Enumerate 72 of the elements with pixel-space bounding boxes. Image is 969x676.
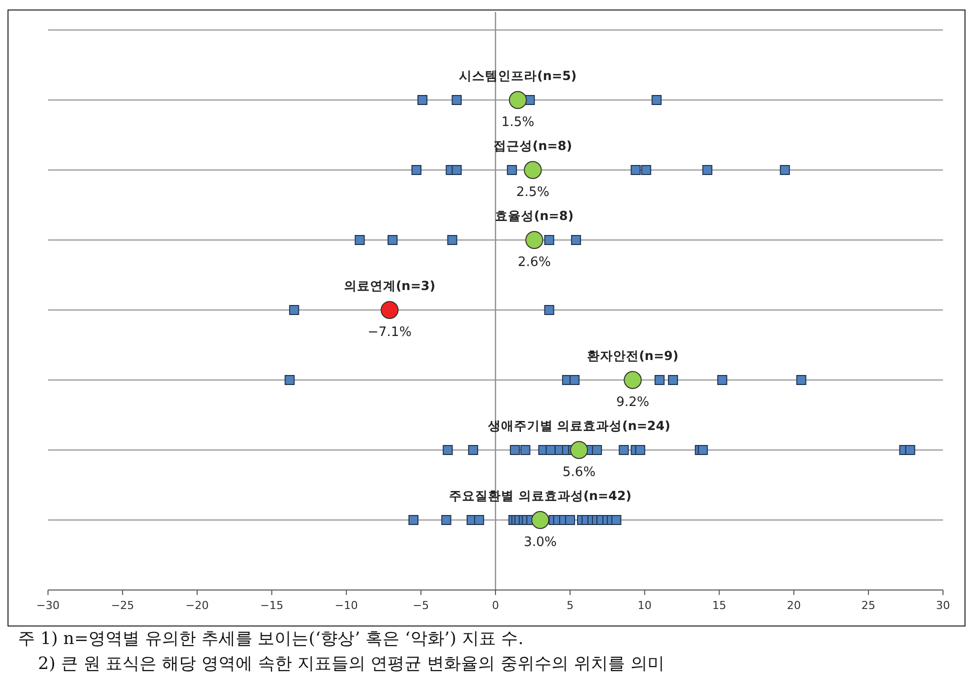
- point: [570, 441, 588, 459]
- x-tick-label: −10: [334, 599, 358, 612]
- point: [506, 165, 517, 175]
- point: [388, 235, 398, 245]
- point: [624, 371, 642, 389]
- x-tick-label: 20: [786, 599, 801, 612]
- point: [417, 95, 428, 105]
- point: [474, 515, 484, 525]
- data-label: 3.0%: [524, 535, 557, 550]
- point: [702, 165, 712, 175]
- point: [796, 375, 806, 385]
- point: [652, 95, 662, 105]
- point: [284, 375, 295, 385]
- point: [408, 515, 418, 525]
- data-label: 5.6%: [562, 465, 596, 480]
- x-tick-label: −15: [260, 599, 284, 612]
- y-tick-label: 환자안전(n=9): [586, 348, 678, 363]
- point: [380, 301, 399, 319]
- point: [546, 445, 556, 455]
- point: [520, 445, 530, 455]
- point: [668, 375, 678, 385]
- x-tick-label: −20: [186, 599, 209, 612]
- point: [289, 305, 300, 315]
- point: [654, 375, 665, 385]
- point: [525, 231, 544, 249]
- data-label: 2.6%: [518, 255, 551, 270]
- point: [452, 95, 462, 105]
- data-label: −7.1%: [368, 325, 412, 340]
- x-tick-label: 25: [861, 599, 876, 612]
- x-tick-label: 15: [712, 599, 726, 612]
- text: 주 1) n=영역별 유의한 추세를 보이는(‘향상’ 혹은 ‘악화’) 지표 수.: [18, 629, 524, 649]
- x-tick-label: −25: [110, 599, 134, 612]
- point: [354, 235, 365, 245]
- x-tick-label: −5: [412, 599, 430, 612]
- point: [468, 445, 478, 455]
- text: 2) 큰 원 표식은 해당 영역에 속한 지표들의 연평균 변화율의 중위수의 위치를 의미: [38, 654, 664, 674]
- data-label: 1.5%: [501, 115, 534, 130]
- point: [698, 445, 708, 455]
- point: [508, 91, 527, 109]
- data-label: 2.5%: [516, 185, 550, 200]
- y-tick-label: 의료연계(n=3): [344, 278, 436, 293]
- point: [635, 445, 646, 455]
- point: [531, 511, 550, 529]
- point: [544, 235, 554, 245]
- x-tick-label: 10: [638, 599, 652, 612]
- point: [641, 165, 652, 175]
- x-tick-label: 30: [936, 599, 950, 612]
- point: [571, 235, 582, 245]
- point: [630, 165, 641, 175]
- point: [452, 165, 462, 175]
- point: [524, 161, 542, 179]
- point: [447, 235, 458, 245]
- y-tick-label: 효율성(n=8): [495, 208, 574, 223]
- x-tick-label: −30: [36, 599, 60, 612]
- y-tick-label: 시스템인프라(n=5): [459, 68, 577, 83]
- y-tick-label: 접근성(n=8): [494, 138, 572, 153]
- point: [411, 165, 422, 175]
- x-tick-label: 5: [566, 599, 574, 612]
- y-tick-label: 생애주기별 의료효과성(n=24): [486, 418, 670, 433]
- point: [618, 445, 629, 455]
- point: [510, 445, 520, 455]
- point: [780, 165, 790, 175]
- point: [717, 375, 728, 385]
- data-label: 9.2%: [616, 395, 650, 410]
- point: [905, 445, 916, 455]
- y-tick-label: 주요질환별 의료효과성(n=42): [448, 488, 632, 503]
- x-tick-label: 0: [492, 599, 499, 612]
- point: [570, 375, 580, 385]
- point: [544, 305, 554, 315]
- point: [441, 515, 452, 525]
- point: [565, 515, 576, 525]
- point: [442, 445, 453, 455]
